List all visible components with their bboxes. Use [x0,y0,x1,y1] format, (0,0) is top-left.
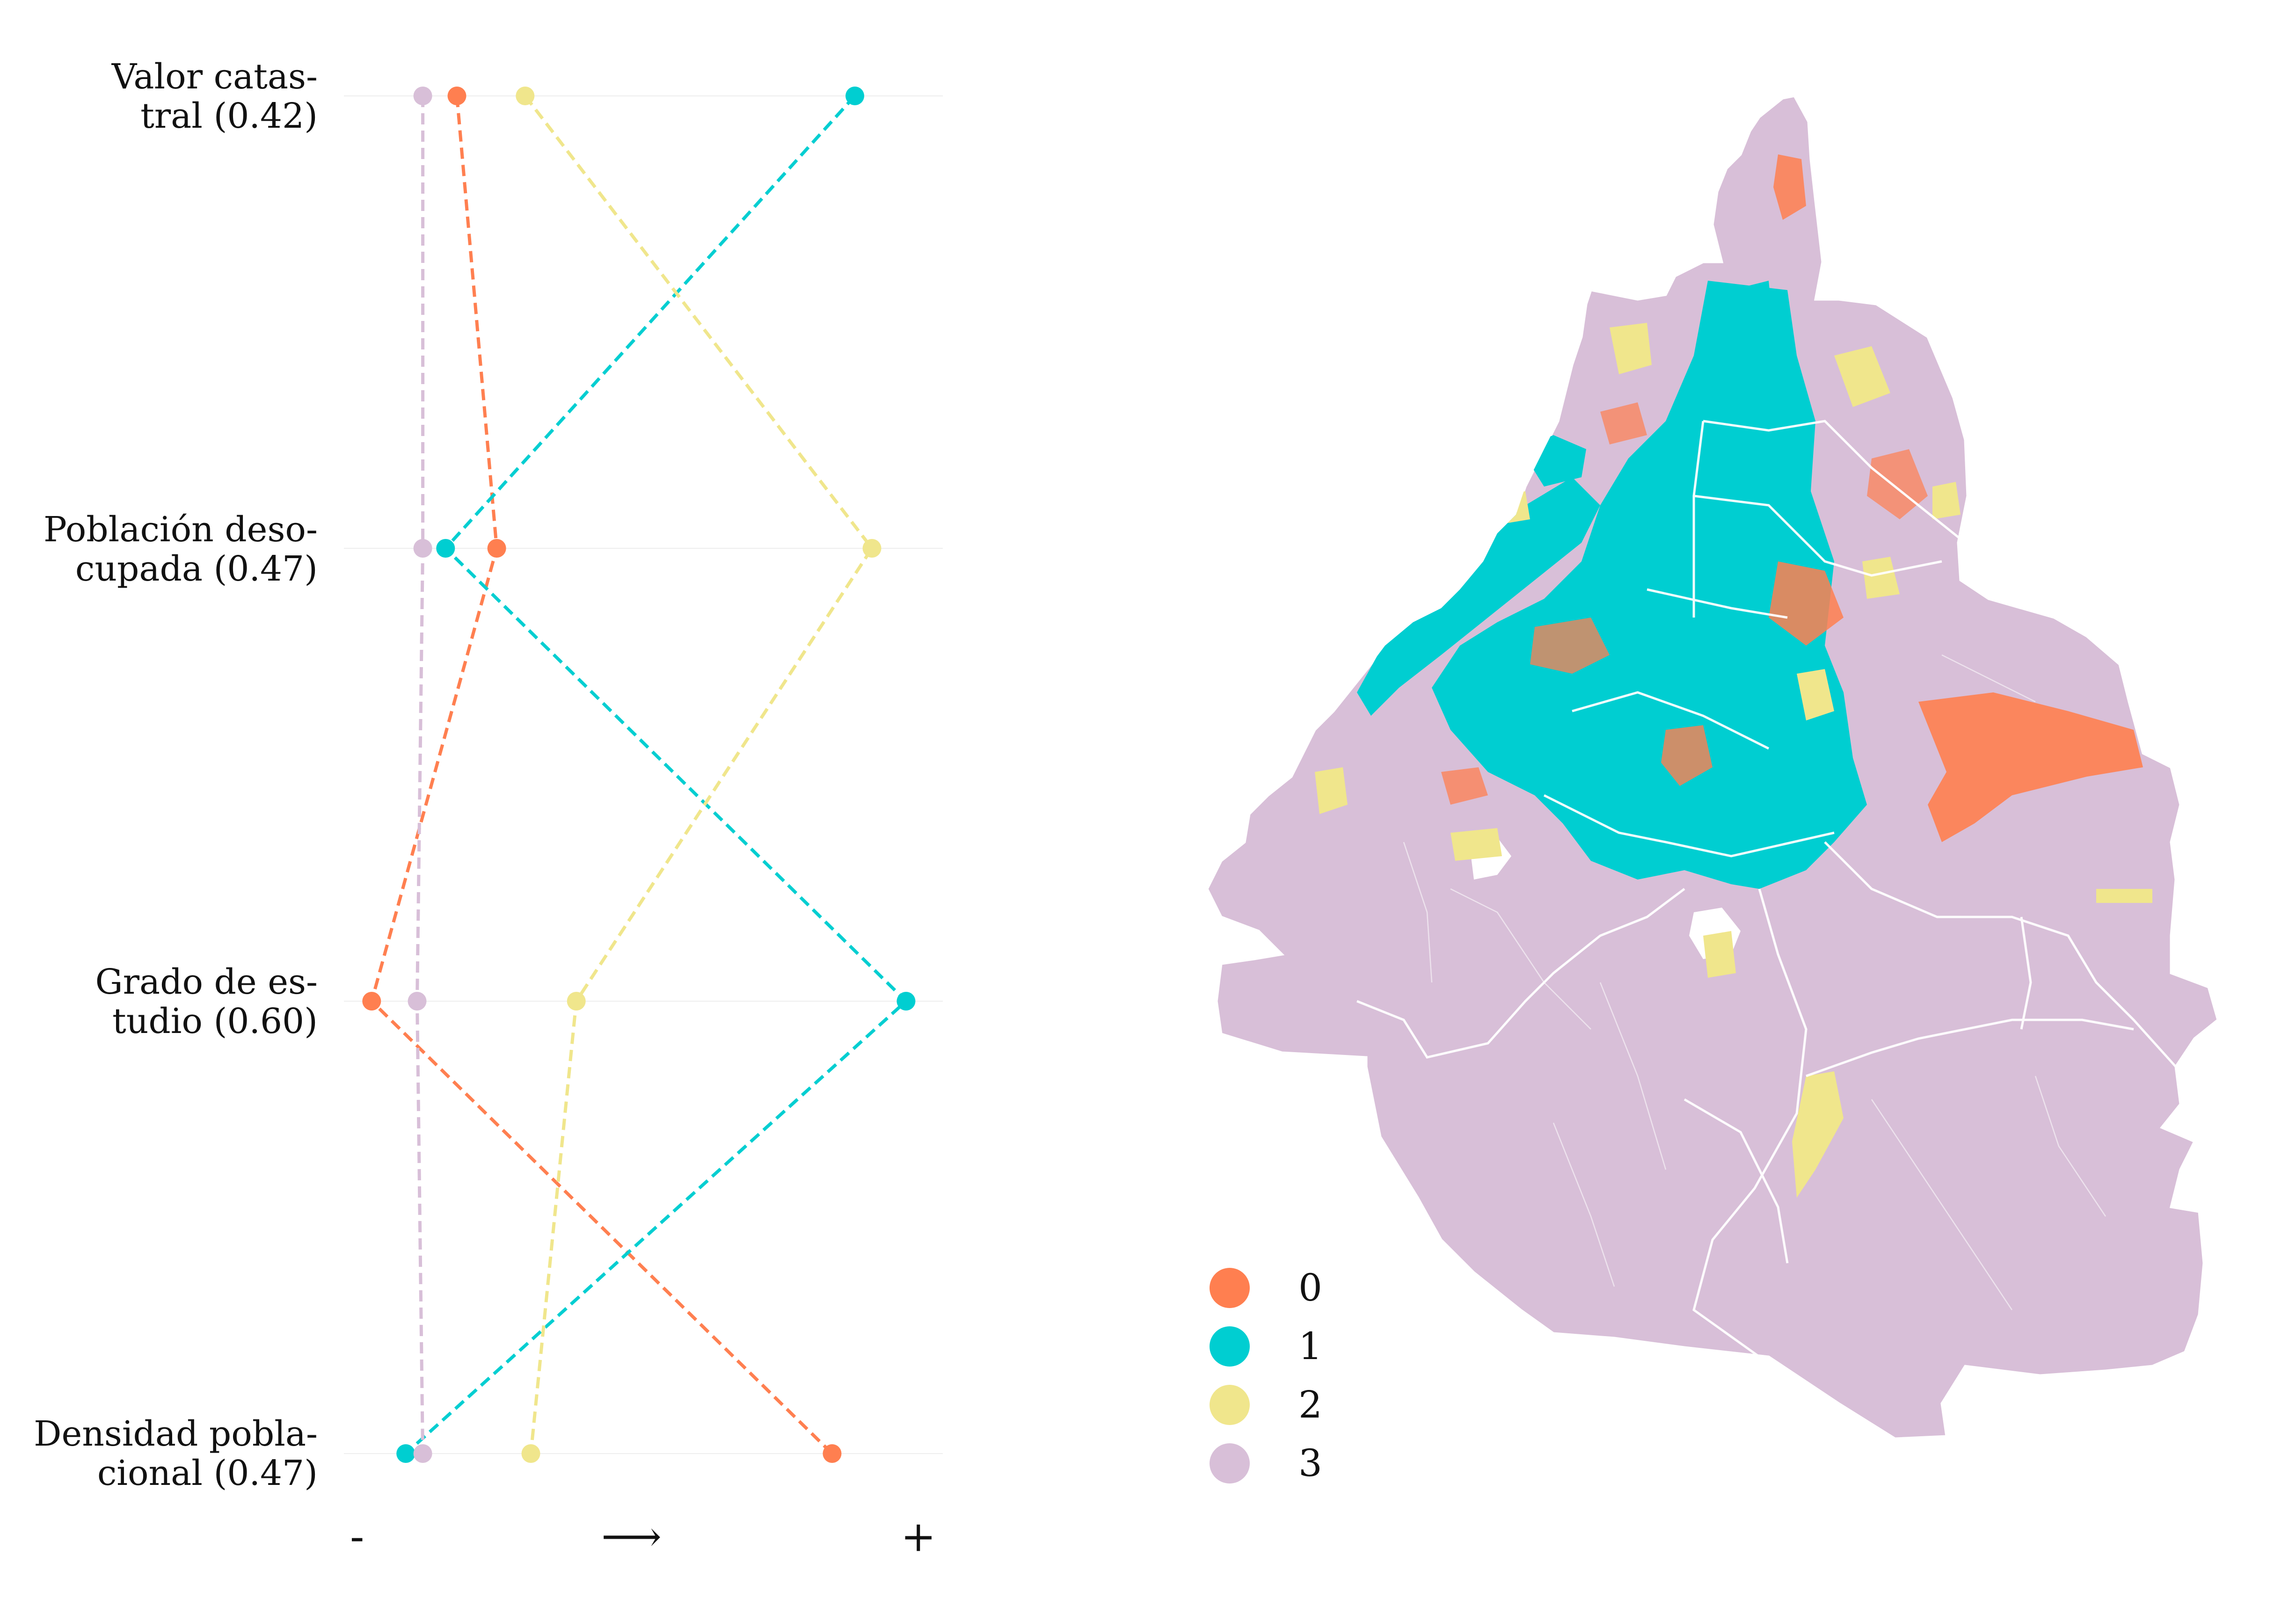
data-point-series-3 [408,992,427,1011]
data-point-series-2 [862,539,882,558]
series-line-0 [370,95,833,1455]
data-point-series-2 [521,1444,540,1463]
y-label-line1: Población deso- [43,509,318,550]
data-point-series-1 [846,87,864,105]
data-point-series-1 [897,992,916,1011]
y-label-line1: Densidad pobla- [34,1414,318,1454]
y-label-line1: Valor catas- [111,57,318,97]
y-label-valor-catastral: Valor catas- tral (0.42) [112,57,318,136]
data-point-series-3 [413,87,432,105]
legend-label: 2 [1298,1383,1322,1426]
data-point-series-0 [823,1444,842,1463]
data-point-series-1 [396,1444,415,1463]
y-label-line2: tudio (0.60) [112,1001,318,1041]
series-line-3 [415,96,425,1454]
legend-swatch [1210,1268,1250,1308]
legend-swatch [1210,1385,1250,1425]
legend-swatch [1210,1326,1250,1367]
axis-arrow-label: ⟶ [601,1512,662,1561]
legend-label: 1 [1298,1324,1322,1368]
y-label-densidad-poblacional: Densidad pobla- cional (0.47) [34,1414,318,1493]
y-label-line2: cupada (0.47) [75,549,318,589]
legend-swatch [1210,1443,1250,1484]
series-line-1 [404,95,909,1455]
data-point-series-0 [487,539,506,558]
data-point-series-2 [567,992,586,1011]
parallel-coordinates-chart [344,87,943,1463]
data-point-series-2 [516,87,535,105]
data-point-series-3 [413,539,432,558]
axis-plus-label: + [901,1512,936,1561]
y-label-grado-estudio: Grado de es- tudio (0.60) [95,962,318,1041]
data-point-series-0 [447,87,466,105]
legend-label: 0 [1298,1266,1322,1309]
y-label-poblacion-desocupada: Población deso- cupada (0.47) [44,510,318,589]
data-point-series-0 [362,992,381,1011]
choropleth-map [1207,96,2218,1439]
legend-label: 3 [1298,1441,1322,1485]
series-line-2 [524,95,874,1454]
y-label-line1: Grado de es- [95,962,318,1002]
axis-minus-label: - [350,1512,364,1561]
data-point-series-1 [436,539,455,558]
y-label-line2: tral (0.42) [140,96,318,136]
y-label-line2: cional (0.47) [97,1453,318,1493]
data-point-series-3 [413,1444,432,1463]
